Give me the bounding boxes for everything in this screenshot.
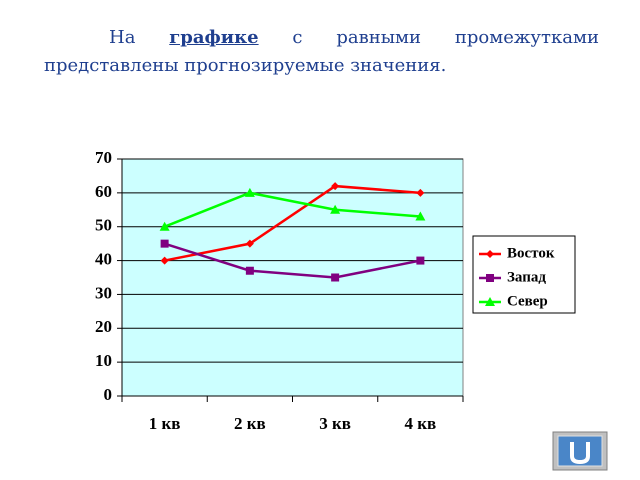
y-tick-label: 50 bbox=[95, 216, 112, 235]
marker bbox=[416, 256, 425, 265]
x-tick-label: 4 кв bbox=[405, 414, 437, 433]
marker bbox=[485, 297, 495, 306]
legend-label: Север bbox=[507, 293, 548, 309]
marker bbox=[160, 239, 169, 248]
line bbox=[164, 184, 421, 262]
y-tick-label: 0 bbox=[104, 385, 113, 404]
paragraph: На графике с равными промежутками предст… bbox=[44, 24, 599, 80]
marker bbox=[415, 211, 426, 221]
x-tick-label: 1 кв bbox=[149, 414, 181, 433]
return-icon[interactable] bbox=[570, 442, 590, 465]
line bbox=[164, 242, 421, 279]
marker bbox=[160, 256, 169, 265]
y-tick-label: 40 bbox=[95, 249, 112, 268]
y-tick-label: 60 bbox=[95, 182, 112, 201]
nav-button[interactable] bbox=[552, 431, 608, 471]
y-tick-label: 30 bbox=[95, 283, 112, 302]
text: с равными промежутками представлены прог… bbox=[44, 27, 599, 76]
line bbox=[164, 191, 421, 228]
text: На bbox=[109, 27, 136, 48]
plot-area bbox=[121, 158, 464, 397]
legend-label: Запад bbox=[507, 269, 546, 285]
y-tick-label: 20 bbox=[95, 317, 112, 336]
marker bbox=[244, 187, 255, 197]
marker bbox=[245, 239, 254, 248]
marker bbox=[159, 221, 170, 231]
marker bbox=[330, 204, 341, 214]
legend-label: Восток bbox=[507, 245, 555, 261]
y-tick-label: 70 bbox=[95, 148, 112, 167]
x-tick-label: 2 кв bbox=[234, 414, 266, 433]
link[interactable]: графике bbox=[169, 27, 259, 48]
marker bbox=[245, 266, 254, 275]
marker bbox=[331, 182, 340, 191]
y-tick-label: 10 bbox=[95, 351, 112, 370]
marker bbox=[486, 274, 494, 282]
marker bbox=[416, 188, 425, 197]
marker bbox=[331, 273, 340, 282]
marker bbox=[486, 250, 494, 258]
x-tick-label: 3 кв bbox=[319, 414, 351, 433]
